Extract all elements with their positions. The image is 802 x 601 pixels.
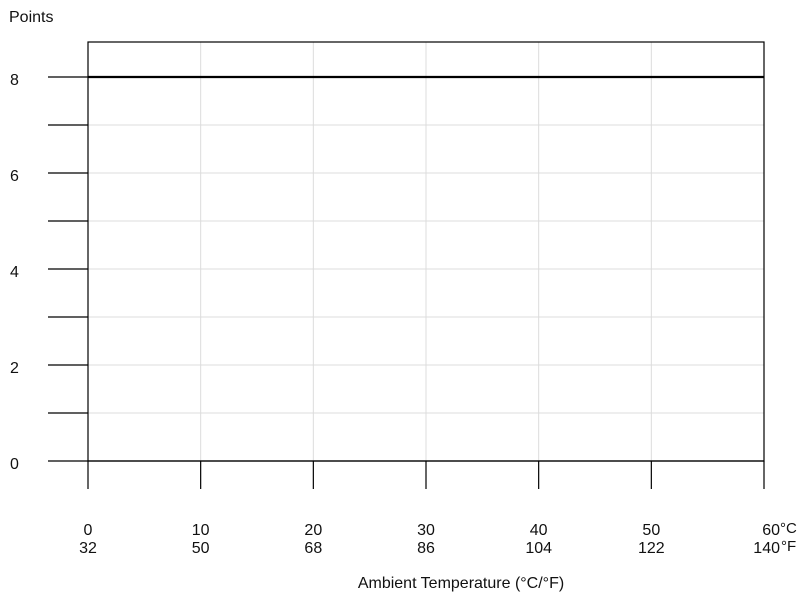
y-tick-label: 4 — [10, 264, 19, 281]
x-tick-label-celsius: 10 — [192, 522, 210, 539]
x-tick-label-celsius: 20 — [304, 522, 322, 539]
y-tick-label: 2 — [10, 360, 19, 377]
x-tick-label-fahrenheit: 50 — [192, 540, 210, 557]
x-tick-label-celsius: 50 — [642, 522, 660, 539]
x-unit-fahrenheit: °F — [781, 538, 796, 555]
x-tick-label-fahrenheit: 32 — [79, 540, 97, 557]
x-axis-label: Ambient Temperature (°C/°F) — [358, 575, 564, 592]
x-tick-label-celsius: 40 — [530, 522, 548, 539]
y-tick-label: 0 — [10, 456, 19, 473]
y-axis-label: Points — [9, 9, 53, 26]
x-tick-label-fahrenheit: 86 — [417, 540, 435, 557]
x-tick-label-celsius: 60 — [762, 522, 780, 539]
x-tick-label-celsius: 30 — [417, 522, 435, 539]
x-tick-label-fahrenheit: 104 — [525, 540, 552, 557]
x-tick-label-fahrenheit: 68 — [304, 540, 322, 557]
x-unit-celsius: °C — [780, 520, 797, 537]
grid — [88, 42, 764, 461]
x-tick-label-celsius: 0 — [84, 522, 93, 539]
y-tick-label: 8 — [10, 72, 19, 89]
x-tick-label-fahrenheit: 140 — [753, 540, 780, 557]
x-tick-label-fahrenheit: 122 — [638, 540, 665, 557]
y-tick-label: 6 — [10, 168, 19, 185]
